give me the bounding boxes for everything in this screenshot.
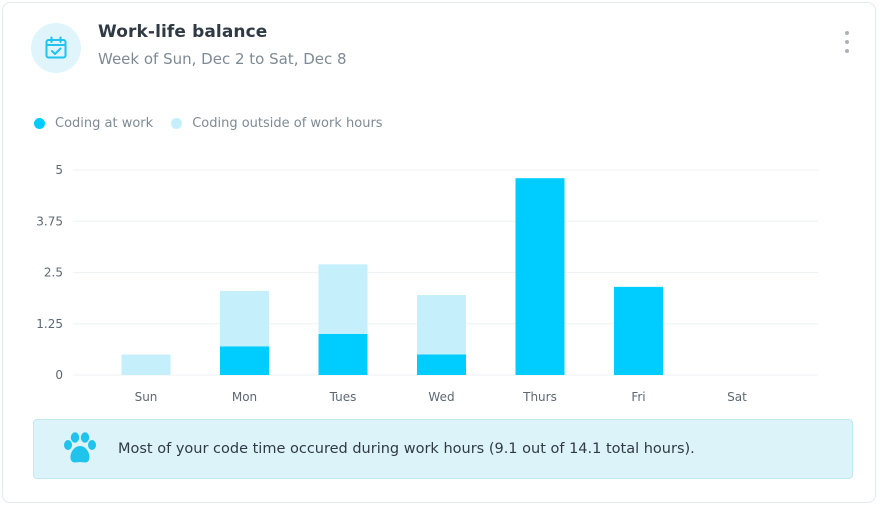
x-tick-label: Sat <box>727 390 747 404</box>
bar-chart: 0 1.25 2.5 3.75 5 Sun Mon Tues Wed Thurs Fri Sat <box>36 163 818 404</box>
legend-item-outside-work[interactable]: Coding outside of work hours <box>171 116 383 131</box>
y-tick-label: 1.25 <box>36 317 63 331</box>
bar-at-work <box>515 178 565 375</box>
bar-at-work <box>220 346 269 375</box>
x-tick-label: Mon <box>232 390 257 404</box>
bar-at-work <box>318 334 368 375</box>
y-tick-label: 3.75 <box>36 214 63 228</box>
x-tick-label: Tues <box>329 390 357 404</box>
y-tick-label: 2.5 <box>44 266 63 280</box>
summary-text: Most of your code time occured during wo… <box>118 441 695 457</box>
legend-swatch-at-work <box>34 118 45 129</box>
y-tick-label: 0 <box>55 368 63 382</box>
x-tick-label: Sun <box>135 390 158 404</box>
bar-outside-work <box>417 295 466 355</box>
legend-swatch-outside-work <box>171 118 183 129</box>
bar-outside-work <box>121 354 171 375</box>
kebab-menu-icon[interactable] <box>843 31 851 53</box>
bar-outside-work <box>220 290 269 347</box>
y-tick-label: 5 <box>55 163 63 177</box>
card-title: Work-life balance <box>98 22 268 42</box>
chart-legend: Coding at work Coding outside of work ho… <box>34 116 383 131</box>
x-tick-label: Thurs <box>522 390 557 404</box>
x-tick-label: Wed <box>428 390 454 404</box>
card-subtitle: Week of Sun, Dec 2 to Sat, Dec 8 <box>98 50 347 68</box>
paw-icon <box>64 432 96 463</box>
legend-item-at-work[interactable]: Coding at work <box>34 116 153 131</box>
bar-at-work <box>614 286 663 375</box>
bar-at-work <box>417 354 466 375</box>
summary-notice: Most of your code time occured during wo… <box>33 419 853 479</box>
calendar-check-icon <box>31 23 81 73</box>
legend-label-outside-work: Coding outside of work hours <box>192 116 383 131</box>
legend-label-at-work: Coding at work <box>55 116 154 131</box>
x-tick-label: Fri <box>631 390 645 404</box>
bar-outside-work <box>318 264 368 334</box>
